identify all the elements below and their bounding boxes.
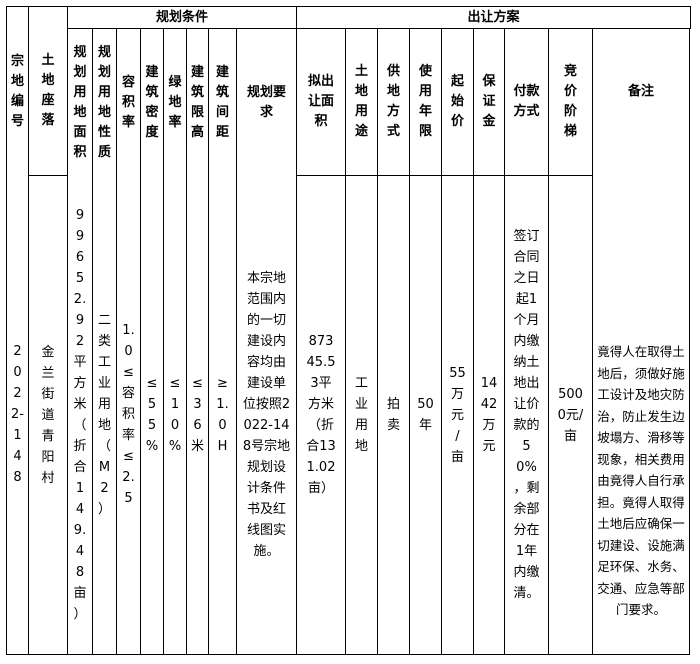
header-height-limit: 建筑限高 — [186, 28, 209, 176]
cell-transfer-area-text: 87345.53平方米（折合131.02亩） — [306, 334, 336, 496]
cell-plan-nature: 二类工业用地（M2） — [92, 175, 117, 655]
cell-supply-method-text: 拍卖 — [387, 397, 401, 433]
header-bid-increment: 竞价阶梯 — [548, 28, 593, 176]
cell-remarks: 竟得人在取得土地后，须做好施工设计及地灾防治，防止发生边坡塌方、滑移等现象，相关… — [597, 344, 685, 617]
cell-plot-ratio: 1.0≤容积率≤2.5 — [116, 175, 141, 655]
cell-building-spacing-text: ≥1.0H — [216, 375, 229, 454]
cell-deposit-text: 1442万元 — [480, 376, 498, 454]
cell-building-density-text: ≤55% — [145, 375, 159, 454]
header-transfer-area-text: 拟出让面积 — [308, 74, 335, 129]
header-building-density-text: 建筑密度 — [145, 64, 159, 140]
header-bid-increment-text: 竞价阶梯 — [564, 64, 578, 139]
cell-bid-increment-text: 5000元/亩 — [557, 386, 584, 444]
header-remarks: 备注 — [627, 84, 654, 99]
cell-starting-price: 55万元/亩 — [441, 175, 474, 655]
cell-supply-method: 拍卖 — [377, 175, 410, 655]
cell-payment-method: 签订合同之日起1个月内缴纳土地出让价款的50%，剩余部分在1年内缴清。 — [504, 175, 549, 655]
cell-use-term-text: 50年 — [417, 397, 434, 433]
header-height-limit-text: 建筑限高 — [191, 64, 205, 140]
header-building-spacing-text: 建筑间距 — [216, 64, 230, 140]
header-transfer-area: 拟出让面积 — [296, 28, 346, 176]
header-deposit-text: 保证金 — [482, 74, 496, 129]
header-building-density: 建筑密度 — [140, 28, 164, 176]
remarks-column: 备注竟得人在取得土地后，须做好施工设计及地灾防治，防止发生边坡塌方、滑移等现象，… — [592, 28, 690, 655]
cell-green-ratio-text: ≤10% — [168, 375, 182, 454]
cell-parcel-no-text: 2022-148 — [11, 344, 24, 485]
cell-payment-method-text: 签订合同之日起1个月内缴纳土地出让价款的50%，剩余部分在1年内缴清。 — [513, 229, 540, 601]
cell-height-limit-text: ≤36米 — [191, 375, 205, 454]
cell-bid-increment: 5000元/亩 — [548, 175, 593, 655]
header-parcel-no: 宗地编号 — [6, 6, 29, 176]
header-payment-method-text: 付款方式 — [513, 84, 540, 119]
header-group-transfer-text: 出让方案 — [467, 9, 520, 25]
header-group-planning-text: 规划条件 — [155, 9, 208, 25]
cell-plan-area-text: 99652.92平方米（折合149.48亩） — [73, 207, 87, 622]
cell-starting-price-text: 55万元/亩 — [449, 365, 466, 465]
header-supply-method-text: 供地方式 — [387, 64, 401, 139]
header-plan-area-text: 规划用地面积 — [73, 44, 87, 160]
cell-parcel-no: 2022-148 — [6, 175, 29, 655]
cell-land-use-text: 工业用地 — [355, 376, 369, 454]
header-green-ratio-text: 绿地率 — [168, 74, 182, 130]
header-parcel-no-text: 宗地编号 — [11, 53, 25, 129]
header-plan-requirements: 规划要求 — [236, 28, 297, 176]
cell-location: 金兰街道青阳村 — [28, 175, 68, 655]
cell-plan-nature-text: 二类工业用地（M2） — [98, 312, 112, 517]
header-location: 土地座落 — [28, 6, 68, 176]
cell-green-ratio: ≤10% — [163, 175, 187, 655]
header-plot-ratio-text: 容积率 — [122, 74, 136, 130]
cell-plan-requirements: 本宗地范围内的一切建设内容均由建设单位按照2022-148号宗地规划设计条件书及… — [236, 175, 297, 655]
header-building-spacing: 建筑间距 — [208, 28, 237, 176]
header-group-planning: 规划条件 — [67, 6, 297, 29]
cell-building-spacing: ≥1.0H — [208, 175, 237, 655]
cell-plot-ratio-text: 1.0≤容积率≤2.5 — [122, 323, 136, 506]
cell-height-limit: ≤36米 — [186, 175, 209, 655]
header-use-term-text: 使用年限 — [419, 64, 433, 139]
header-starting-price-text: 起始价 — [451, 74, 465, 129]
header-starting-price: 起始价 — [441, 28, 474, 176]
header-plan-requirements-text: 规划要求 — [247, 84, 287, 120]
header-supply-method: 供地方式 — [377, 28, 410, 176]
header-plan-nature-text: 规划用地性质 — [98, 44, 112, 160]
header-group-transfer: 出让方案 — [296, 6, 691, 29]
header-location-text: 土地座落 — [41, 53, 55, 128]
cell-plan-area: 99652.92平方米（折合149.48亩） — [67, 175, 93, 655]
header-plan-nature: 规划用地性质 — [92, 28, 117, 176]
cell-building-density: ≤55% — [140, 175, 164, 655]
header-deposit: 保证金 — [473, 28, 505, 176]
cell-transfer-area: 87345.53平方米（折合131.02亩） — [296, 175, 346, 655]
cell-deposit: 1442万元 — [473, 175, 505, 655]
header-land-use: 土地用途 — [345, 28, 378, 176]
header-land-use-text: 土地用途 — [355, 64, 369, 139]
header-payment-method: 付款方式 — [504, 28, 549, 176]
cell-use-term: 50年 — [409, 175, 442, 655]
header-plan-area: 规划用地面积 — [67, 28, 93, 176]
cell-location-text: 金兰街道青阳村 — [41, 344, 55, 486]
header-plot-ratio: 容积率 — [116, 28, 141, 176]
cell-land-use: 工业用地 — [345, 175, 378, 655]
header-green-ratio: 绿地率 — [163, 28, 187, 176]
cell-plan-requirements-text: 本宗地范围内的一切建设内容均由建设单位按照2022-148号宗地规划设计条件书及… — [242, 270, 291, 559]
header-use-term: 使用年限 — [409, 28, 442, 176]
